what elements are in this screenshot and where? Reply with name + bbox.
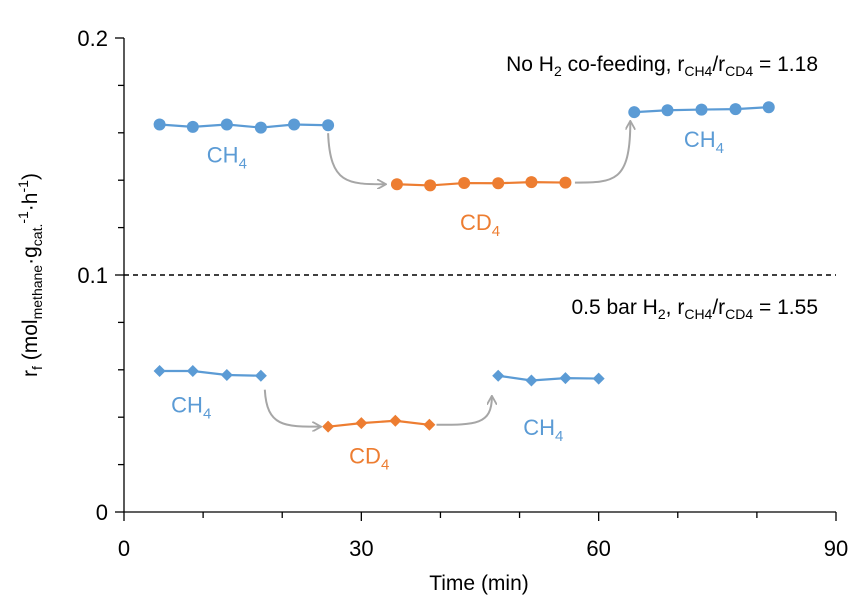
data-point — [220, 369, 233, 382]
segment-label-ch4: CH4 — [684, 127, 724, 157]
transition-arrow — [574, 122, 630, 184]
data-point — [525, 374, 538, 387]
data-point — [695, 103, 708, 116]
series-line — [159, 123, 329, 129]
data-point — [492, 369, 505, 382]
data-point — [186, 364, 199, 377]
data-point — [254, 369, 267, 382]
transition-arrow — [436, 397, 491, 426]
series-line — [498, 374, 599, 382]
data-point — [559, 176, 572, 189]
series-top-cd4 — [390, 176, 572, 192]
y-axis-title: rf (molmethane·gcat.-1·h-1) — [15, 173, 45, 377]
data-point — [762, 101, 775, 114]
y-tick-label: 0.2 — [77, 26, 108, 51]
data-point — [492, 177, 505, 190]
data-point — [254, 121, 267, 134]
data-point — [322, 420, 335, 433]
x-tick-label: 60 — [586, 536, 610, 561]
data-point — [423, 418, 436, 431]
data-point — [661, 104, 674, 117]
annotation-bottom-ratio: 0.5 bar H2, rCH4/rCD4 = 1.55 — [571, 296, 818, 322]
x-axis-title: Time (min) — [429, 572, 529, 595]
tick-marks — [115, 37, 837, 521]
series-bottom-ch4 — [153, 364, 267, 382]
data-point — [355, 417, 368, 430]
data-point — [559, 372, 572, 385]
segment-label-ch4: CH4 — [523, 415, 563, 445]
series-bottom-cd4 — [322, 414, 436, 433]
data-point — [288, 118, 301, 131]
y-tick-label: 0.1 — [77, 263, 108, 288]
y-tick-label: 0 — [96, 500, 108, 525]
x-tick-label: 0 — [118, 536, 130, 561]
data-point — [458, 177, 471, 190]
segment-label-ch4: CH4 — [207, 142, 247, 172]
x-tick-label: 90 — [824, 536, 848, 561]
segment-label-ch4: CH4 — [171, 392, 211, 422]
data-point — [153, 364, 166, 377]
segment-label-cd4: CD4 — [460, 210, 500, 240]
data-point — [729, 103, 742, 116]
series-top-ch4 — [153, 118, 335, 134]
x-tick-label: 30 — [349, 536, 373, 561]
segment-labels: CH4 CD4 CH4 CH4 CD4 CH4 — [171, 127, 724, 473]
data-point — [424, 179, 437, 192]
transition-arrow — [327, 133, 385, 184]
data-point — [628, 106, 641, 119]
tick-labels: 0 0.1 0.2 0 30 60 90 — [77, 26, 848, 561]
data-point — [153, 118, 166, 131]
data-point — [390, 178, 403, 191]
data-point — [389, 414, 402, 427]
transition-arrow — [263, 389, 320, 427]
series-top-ch4 — [628, 101, 775, 119]
series-line — [396, 180, 566, 187]
data-point — [322, 119, 335, 132]
data-point — [525, 176, 538, 189]
segment-label-cd4: CD4 — [349, 443, 389, 473]
series-line — [327, 419, 430, 428]
data-point — [186, 120, 199, 133]
annotation-top-ratio: No H2 co-feeding, rCH4/rCD4 = 1.18 — [506, 53, 818, 79]
transition-arrows — [263, 122, 630, 427]
series-bottom-ch4 — [492, 369, 605, 387]
series-layer — [153, 101, 775, 433]
series-line — [159, 369, 261, 377]
data-point — [592, 372, 605, 385]
data-point — [220, 118, 233, 131]
